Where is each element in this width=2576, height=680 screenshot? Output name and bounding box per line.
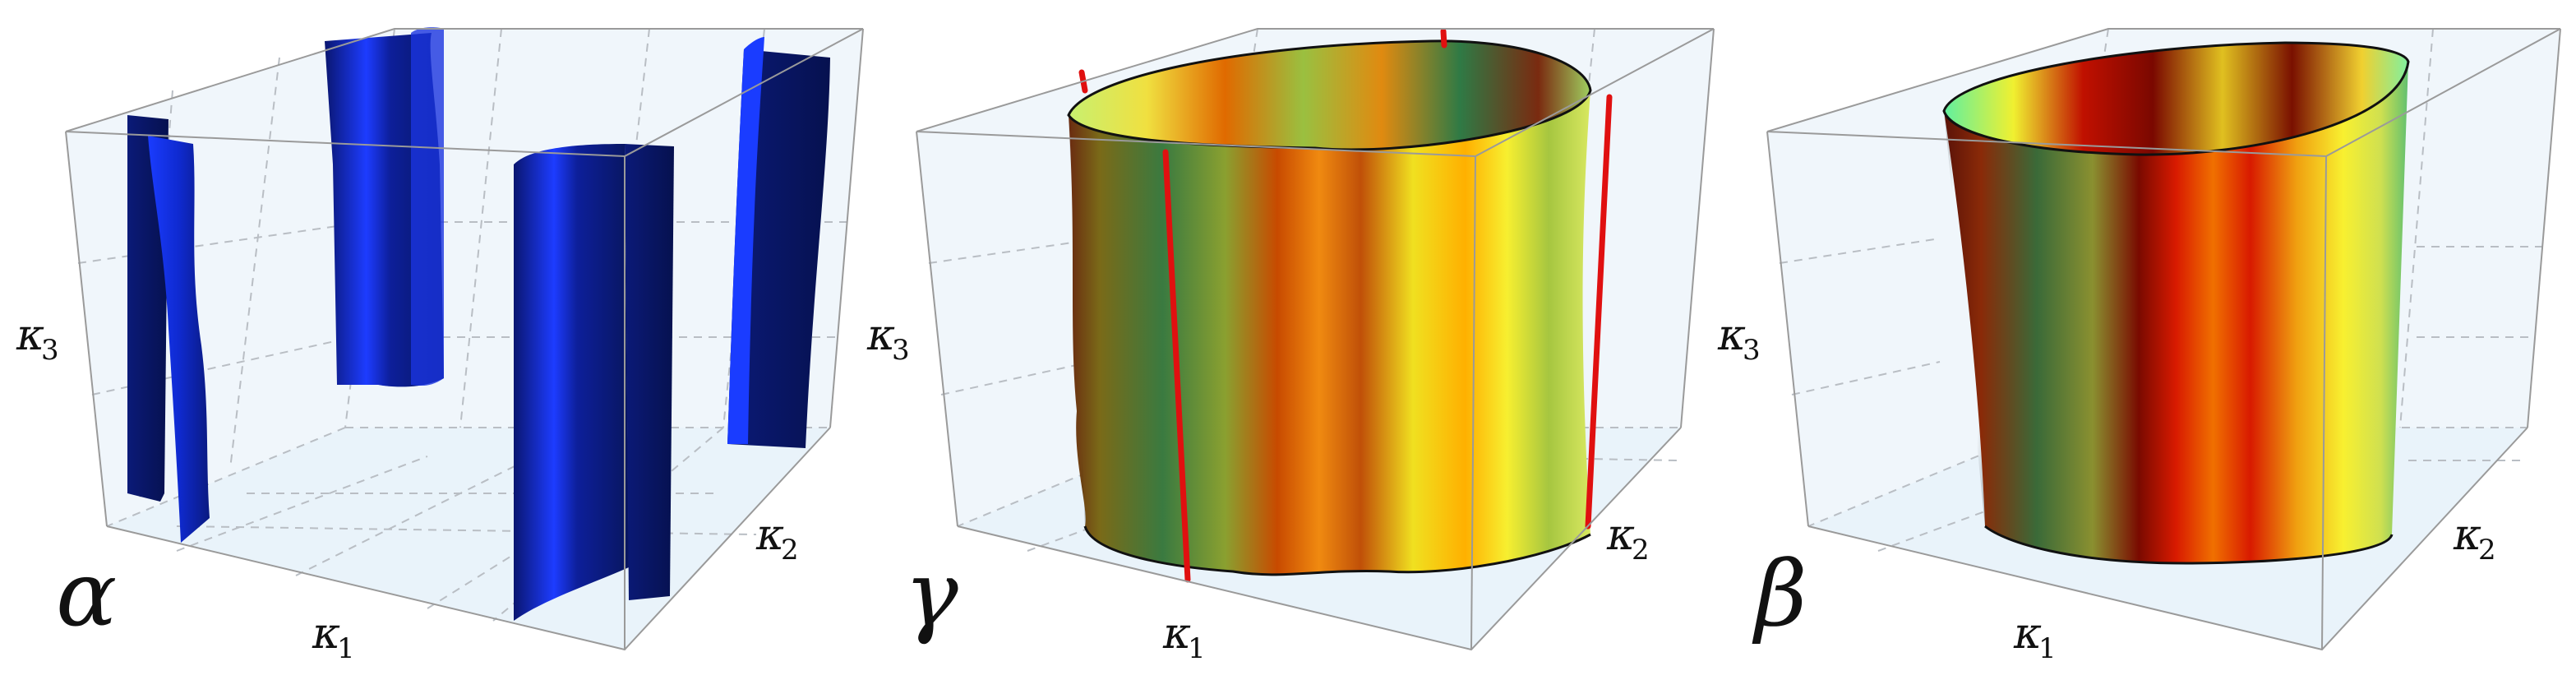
panel-alpha: α κ 1 κ 2 κ 3 — [16, 27, 864, 665]
panel-gamma: γ κ 1 κ 2 κ 3 — [866, 28, 1715, 665]
panel-label-alpha: α — [56, 541, 117, 646]
svg-text:κ: κ — [1717, 311, 1746, 360]
panel-label-beta: β — [1752, 541, 1807, 646]
gamma-cylinder — [1067, 39, 1592, 576]
gamma-red-lines — [1078, 28, 1613, 583]
axis-label-k3-gamma: κ 3 — [866, 311, 910, 367]
gamma-line-right — [1585, 94, 1613, 530]
panel-beta: β κ 1 κ 2 κ 3 — [1717, 28, 2561, 665]
box-alpha-edges — [65, 28, 864, 651]
axis-label-k2-beta: κ 2 — [2453, 511, 2496, 567]
axis-label-k3-beta: κ 3 — [1717, 311, 1761, 367]
svg-text:κ: κ — [2453, 511, 2481, 560]
alpha-sheet-right — [727, 37, 830, 448]
svg-text:1: 1 — [2038, 632, 2057, 665]
svg-text:3: 3 — [892, 334, 910, 367]
svg-text:3: 3 — [1743, 334, 1761, 367]
box-beta-edges — [1766, 28, 2561, 651]
svg-text:2: 2 — [781, 534, 799, 567]
panel-label-gamma: γ — [904, 541, 958, 646]
box-gamma-edges — [916, 28, 1715, 651]
axis-label-k1-gamma: κ 1 — [1162, 609, 1206, 665]
gamma-line-front — [1162, 149, 1191, 583]
svg-text:2: 2 — [2478, 534, 2496, 567]
svg-text:2: 2 — [1632, 534, 1650, 567]
svg-text:κ: κ — [2013, 609, 2042, 659]
svg-text:κ: κ — [1162, 609, 1191, 659]
svg-text:κ: κ — [755, 511, 784, 560]
alpha-sheet-front — [514, 144, 674, 621]
alpha-sheet-back — [325, 27, 444, 387]
axis-label-k2-alpha: κ 2 — [755, 511, 799, 567]
svg-text:κ: κ — [16, 311, 44, 360]
alpha-sheet-left — [127, 115, 210, 543]
gamma-line-back-top — [1440, 28, 1447, 49]
svg-text:1: 1 — [1188, 632, 1206, 665]
axis-label-k1-beta: κ 1 — [2013, 609, 2057, 665]
svg-text:3: 3 — [41, 334, 59, 367]
axis-label-k1-alpha: κ 1 — [312, 609, 355, 665]
beta-cylinder — [1942, 41, 2410, 565]
svg-text:κ: κ — [312, 609, 340, 659]
svg-text:κ: κ — [1606, 511, 1635, 560]
axis-label-k3-alpha: κ 3 — [16, 311, 59, 367]
svg-text:1: 1 — [337, 632, 355, 665]
axis-label-k2-gamma: κ 2 — [1606, 511, 1650, 567]
svg-text:κ: κ — [866, 311, 895, 360]
